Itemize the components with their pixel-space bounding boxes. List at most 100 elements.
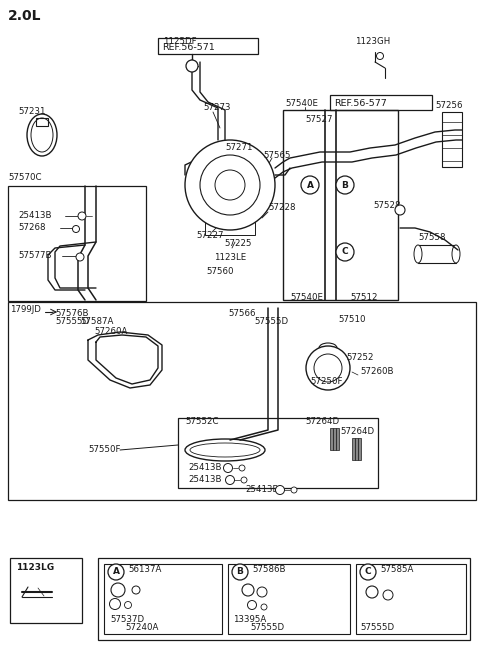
Circle shape [376,52,384,60]
Ellipse shape [185,439,265,461]
Circle shape [109,599,120,610]
Text: 1125DF: 1125DF [163,37,197,47]
Text: 57260B: 57260B [360,367,394,377]
Text: 57528: 57528 [373,200,400,210]
Text: 57271: 57271 [225,143,252,153]
Text: 57555D: 57555D [250,624,284,633]
Text: 57231: 57231 [18,107,46,117]
Circle shape [314,354,342,382]
Bar [98,558,470,640]
Text: 25413B: 25413B [188,476,221,485]
Circle shape [306,346,350,390]
Bar [356,564,466,634]
Text: C: C [365,567,372,576]
Text: 57250F: 57250F [310,377,343,386]
Text: 57512: 57512 [350,293,377,303]
Text: 57537D: 57537D [110,616,144,624]
Text: REF.56-571: REF.56-571 [162,43,215,52]
Circle shape [200,155,260,215]
Text: 57228: 57228 [268,204,296,212]
Text: 57555D: 57555D [254,318,288,326]
Bar [8,302,476,500]
Text: 57550F: 57550F [88,445,120,455]
Circle shape [248,601,256,610]
Circle shape [291,487,297,493]
Ellipse shape [452,245,460,263]
Bar [355,438,358,460]
Circle shape [239,465,245,471]
Circle shape [224,464,232,472]
Circle shape [261,604,267,610]
Text: 57555D: 57555D [55,318,89,326]
Bar [358,438,360,460]
Text: 57540E: 57540E [285,98,318,107]
Circle shape [186,60,198,72]
Text: 25413B: 25413B [245,485,278,495]
Circle shape [185,140,275,230]
Bar [418,245,456,263]
Text: 57587A: 57587A [80,318,113,326]
Circle shape [72,225,80,233]
Text: REF.56-577: REF.56-577 [334,98,387,107]
Text: 13395A: 13395A [233,616,266,624]
Text: 2.0L: 2.0L [8,9,41,23]
Text: 56137A: 56137A [128,565,161,574]
Bar [442,112,462,167]
Text: 57510: 57510 [338,316,365,324]
Circle shape [366,586,378,598]
Text: 1799JD: 1799JD [10,305,41,314]
Circle shape [301,176,319,194]
Text: 57225: 57225 [224,240,252,248]
Circle shape [395,205,405,215]
Circle shape [336,243,354,261]
Bar [178,418,378,488]
Text: 57264D: 57264D [340,428,374,436]
Text: A: A [112,567,120,576]
Circle shape [232,564,248,580]
Ellipse shape [31,118,53,152]
Text: 57565: 57565 [263,151,290,160]
Bar [333,428,336,450]
Bar [104,564,222,634]
Circle shape [124,601,132,608]
Bar [336,428,338,450]
Bar [36,118,48,126]
Text: 57577B: 57577B [18,252,51,261]
Circle shape [241,477,247,483]
Circle shape [226,476,235,485]
Circle shape [383,590,393,600]
Circle shape [215,170,245,200]
Text: A: A [307,181,313,189]
Text: 57570C: 57570C [8,174,41,183]
Text: 57552C: 57552C [185,417,218,426]
Text: 57240A: 57240A [125,624,158,633]
Bar [330,95,432,110]
Text: 57555D: 57555D [360,624,394,633]
Text: 57576B: 57576B [55,310,88,318]
Text: 57566: 57566 [228,310,255,318]
Bar [10,558,82,623]
Circle shape [108,564,124,580]
Bar [205,205,255,235]
Text: 57560: 57560 [206,267,233,276]
Text: B: B [237,567,243,576]
Text: C: C [342,248,348,257]
Text: 57273: 57273 [203,103,230,113]
Text: 57264D: 57264D [305,417,339,426]
Text: 57227: 57227 [196,231,224,240]
Circle shape [111,583,125,597]
Text: 57260A: 57260A [94,328,127,337]
Circle shape [242,584,254,596]
Ellipse shape [319,343,337,353]
Text: 57256: 57256 [435,100,463,109]
Text: 57558: 57558 [418,233,445,242]
Ellipse shape [190,443,260,457]
Circle shape [78,212,86,220]
Bar [228,564,350,634]
Text: 1123LG: 1123LG [16,563,54,572]
Text: 57268: 57268 [18,223,46,233]
Text: 57540E: 57540E [290,293,323,303]
Text: 57585A: 57585A [380,565,413,574]
Text: 25413B: 25413B [188,464,221,472]
Bar [158,38,258,54]
